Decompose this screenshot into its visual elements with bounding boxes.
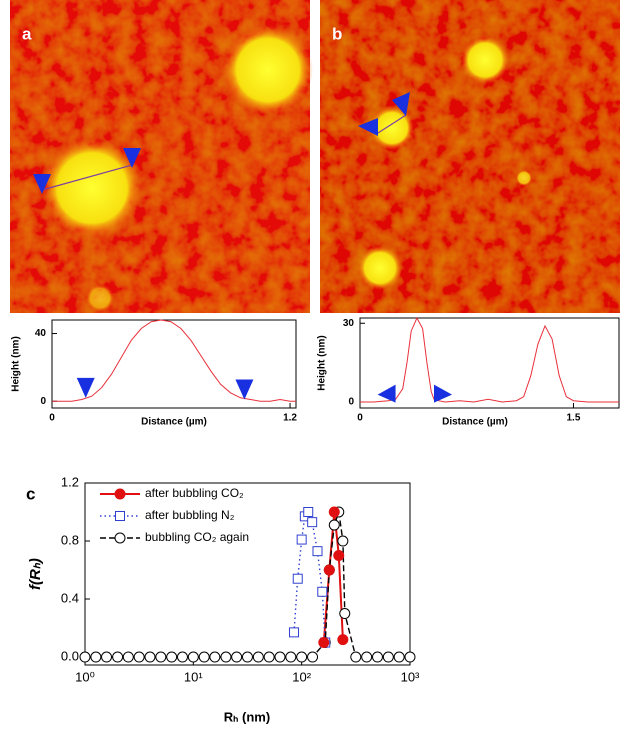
x-tick-label: 1.5 <box>567 413 581 424</box>
x-tick-label: 10² <box>292 669 311 684</box>
x-tick-label: 1.2 <box>283 413 297 424</box>
data-point <box>303 507 314 518</box>
plot-frame <box>51 319 297 409</box>
data-point <box>328 506 340 518</box>
data-point <box>101 651 113 663</box>
x-axis-label: Distance (µm) <box>442 417 508 428</box>
legend-marker <box>114 532 126 544</box>
data-point <box>122 651 134 663</box>
x-axis-label: Rₕ (nm) <box>224 709 270 724</box>
data-point <box>112 651 124 663</box>
data-point <box>318 637 330 649</box>
data-point <box>285 651 297 663</box>
legend-marker <box>114 488 126 500</box>
data-point <box>328 519 340 531</box>
plot-frame <box>84 482 411 666</box>
data-point <box>187 651 199 663</box>
data-point <box>382 651 394 663</box>
x-tick-label: 10⁰ <box>75 669 95 684</box>
data-line <box>52 319 296 402</box>
x-tick-label: 10³ <box>401 669 420 684</box>
data-point <box>166 651 178 663</box>
data-point <box>393 651 405 663</box>
plot-frame <box>359 317 620 409</box>
data-point <box>176 651 188 663</box>
panel-label: a <box>22 24 32 43</box>
data-point <box>144 651 156 663</box>
data-point <box>371 651 383 663</box>
cursor-marker <box>434 384 452 403</box>
data-point <box>198 651 210 663</box>
data-point <box>220 651 232 663</box>
y-axis-label: Height (nm) <box>11 336 22 392</box>
y-tick-label: 1.2 <box>61 474 79 489</box>
data-point <box>323 564 335 576</box>
cursor-marker <box>235 379 254 400</box>
data-point <box>90 651 102 663</box>
y-axis-label: f(Rₕ) <box>27 558 44 590</box>
data-point <box>79 651 91 663</box>
data-point <box>337 634 349 646</box>
x-axis-label: Distance (µm) <box>141 417 207 428</box>
legend-label: after bubbling N₂ <box>145 508 235 522</box>
y-tick-label: 30 <box>343 318 355 329</box>
data-point <box>274 651 286 663</box>
data-line <box>360 316 619 403</box>
cursor-marker <box>76 377 95 398</box>
data-point <box>209 651 221 663</box>
legend-marker <box>115 511 125 521</box>
data-point <box>339 608 351 620</box>
y-axis-label: Height (nm) <box>317 335 328 391</box>
data-point <box>361 651 373 663</box>
data-point <box>155 651 167 663</box>
afm-image-b <box>320 0 620 313</box>
data-point <box>317 586 328 597</box>
data-point <box>333 550 345 562</box>
x-tick-label: 10¹ <box>184 669 203 684</box>
y-tick-label: 0 <box>40 396 46 407</box>
data-point <box>292 573 303 584</box>
data-point <box>289 627 300 638</box>
data-point <box>307 517 318 528</box>
legend-label: after bubbling CO₂ <box>145 486 244 500</box>
data-point <box>404 651 416 663</box>
data-point <box>241 651 253 663</box>
panel-label: c <box>26 484 35 503</box>
cursor-marker <box>377 384 396 403</box>
afm-image-a <box>10 0 313 313</box>
data-point <box>312 546 323 557</box>
y-tick-label: 0 <box>348 397 354 408</box>
y-tick-label: 40 <box>35 328 47 339</box>
data-point <box>337 535 349 547</box>
data-point <box>133 651 145 663</box>
y-tick-label: 0.8 <box>61 532 79 547</box>
data-point <box>307 651 319 663</box>
y-tick-label: 0.0 <box>61 648 79 663</box>
panel-label: b <box>332 24 342 43</box>
data-point <box>296 534 307 545</box>
y-tick-label: 0.4 <box>61 590 79 605</box>
data-point <box>263 651 275 663</box>
legend-label: bubbling CO₂ again <box>145 530 249 544</box>
x-tick-label: 0 <box>357 413 363 424</box>
data-point <box>296 651 308 663</box>
x-tick-label: 0 <box>49 413 55 424</box>
data-point <box>231 651 243 663</box>
data-point <box>252 651 264 663</box>
data-point <box>350 651 362 663</box>
